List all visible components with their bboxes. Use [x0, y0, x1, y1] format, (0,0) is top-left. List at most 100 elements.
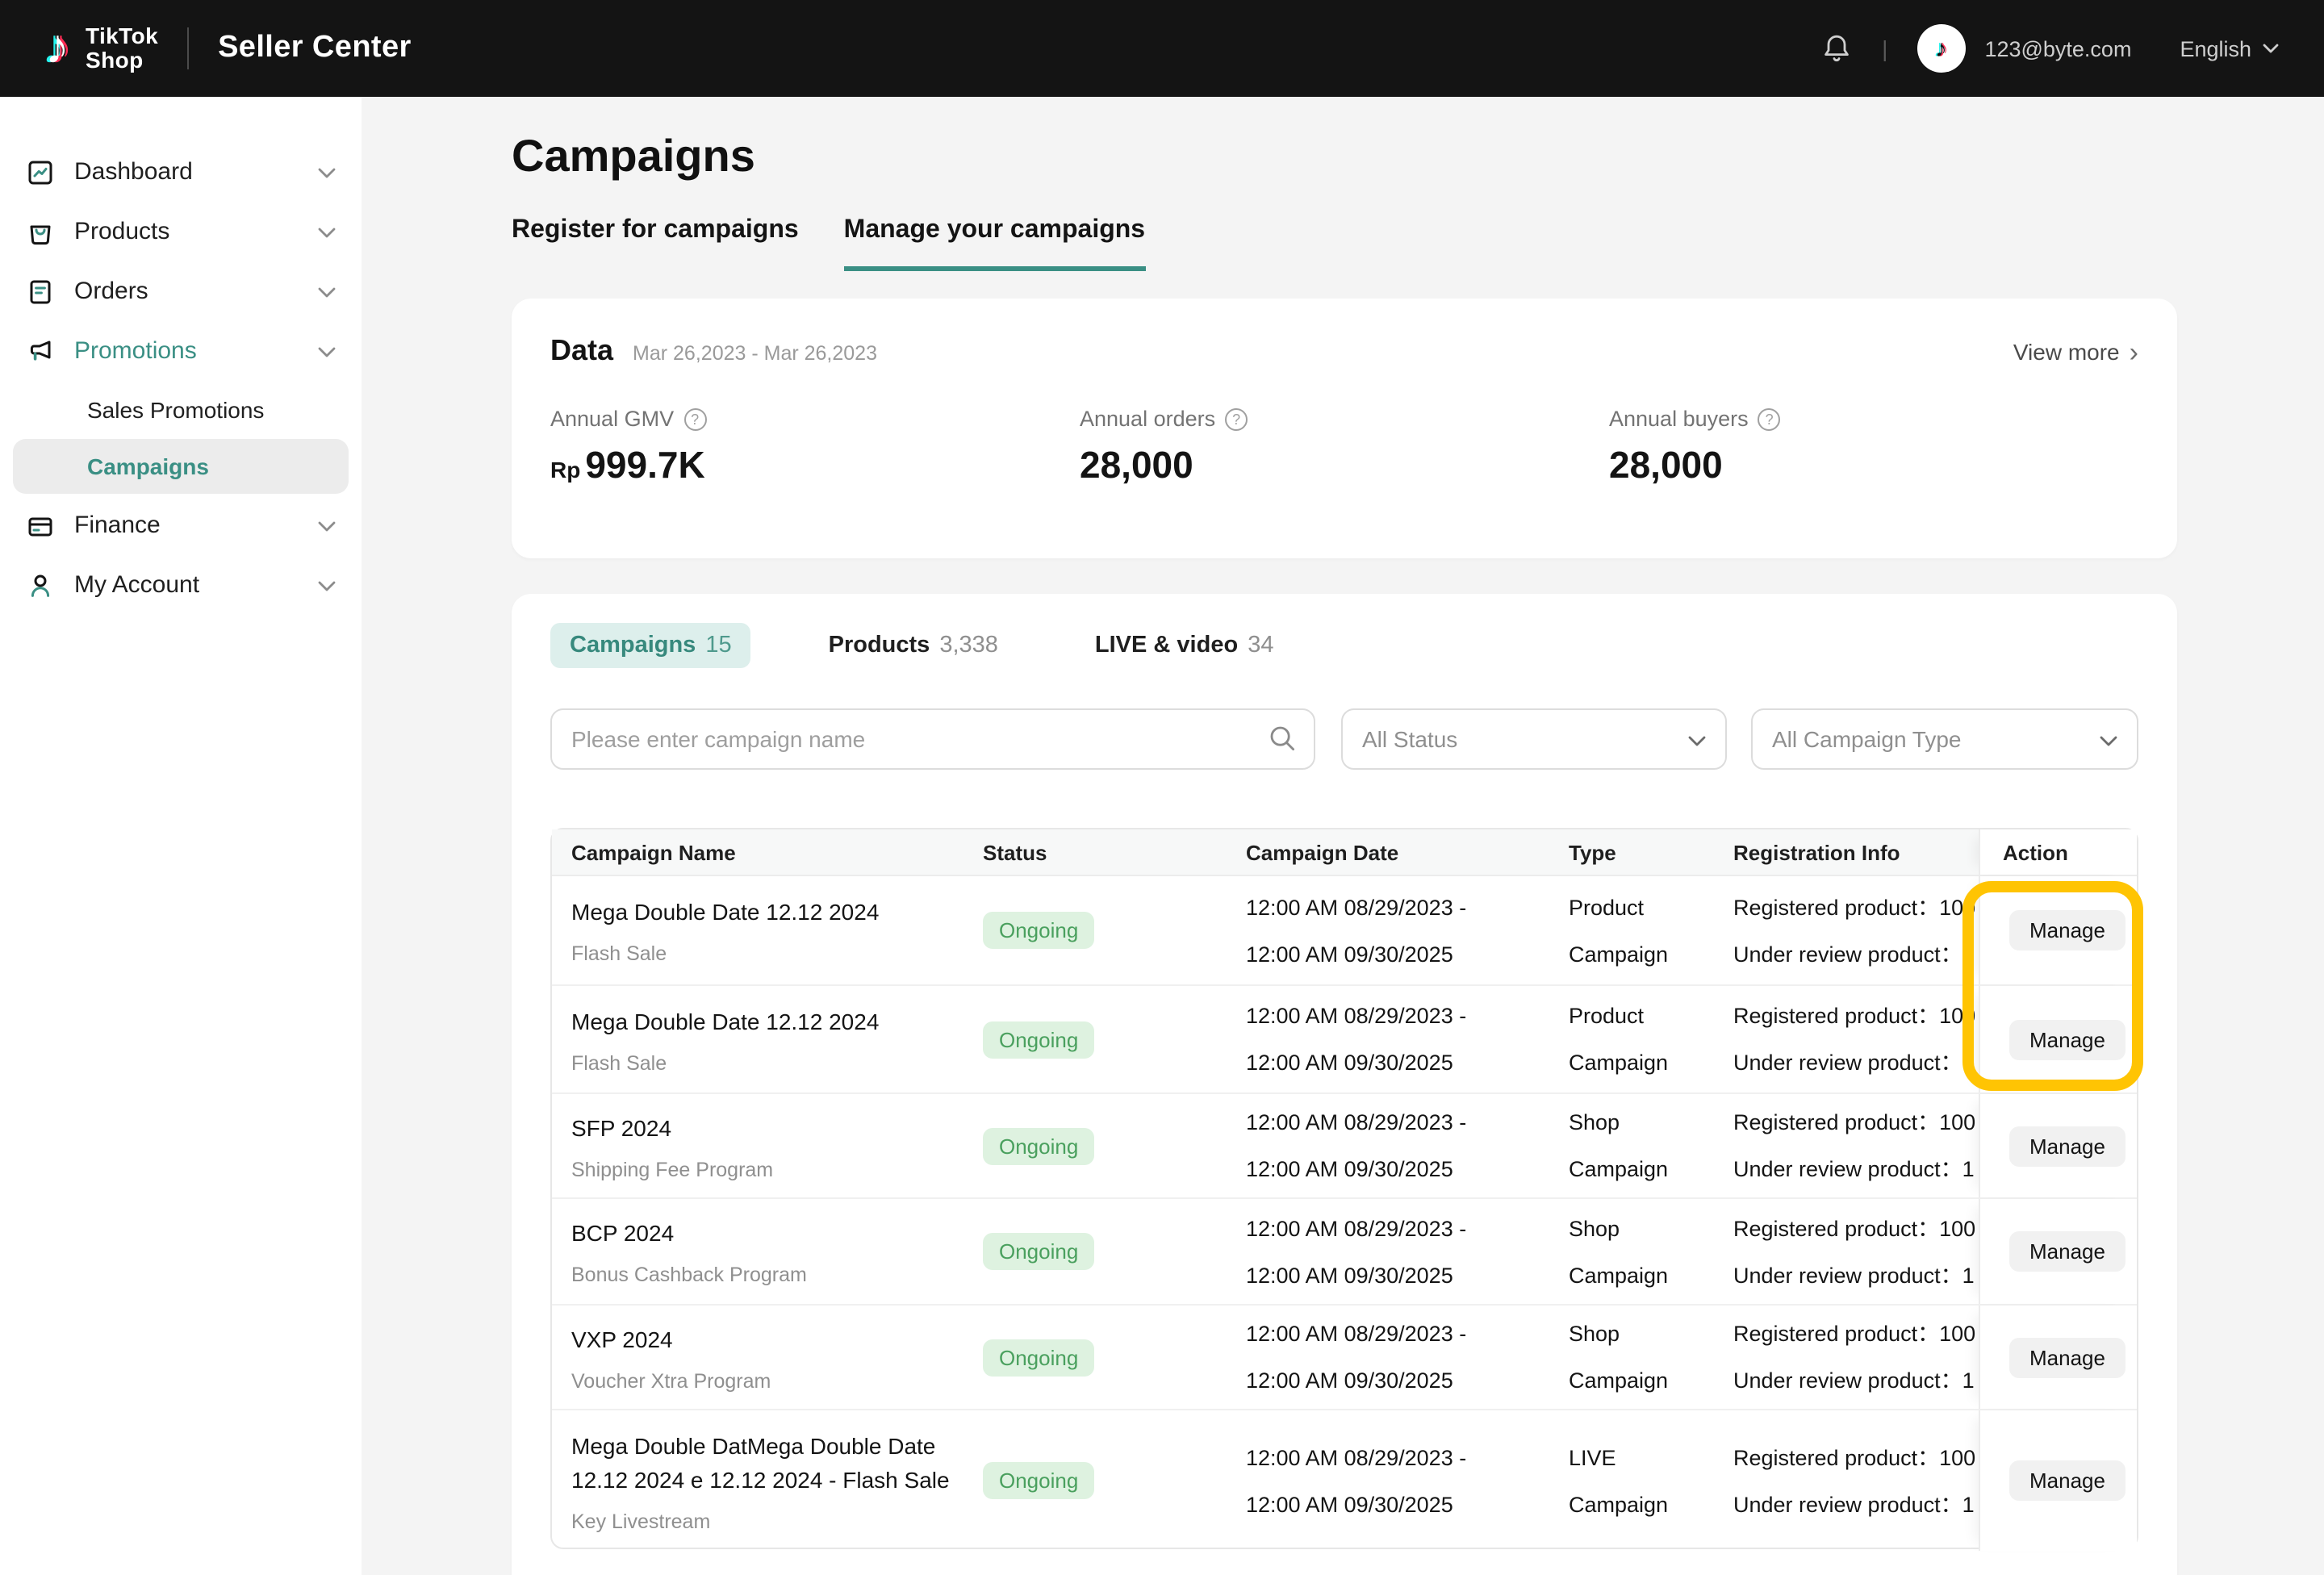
metric-annual-orders: Annual orders ? 28,000: [1080, 407, 1609, 487]
chevron-right-icon: ›: [2129, 336, 2138, 367]
date-cell: 12:00 AM 08/29/2023 -12:00 AM 09/30/2025: [1246, 895, 1467, 966]
sidebar-item-products[interactable]: Products: [0, 202, 362, 261]
language-label: English: [2180, 36, 2251, 61]
type-cell: Shop Campaign: [1569, 1322, 1669, 1393]
sidebar-item-sales-promotions[interactable]: Sales Promotions: [13, 382, 349, 437]
status-badge: Ongoing: [983, 1462, 1095, 1499]
account-avatar[interactable]: ♪: [1916, 24, 1966, 73]
sidebar-item-promotions[interactable]: Promotions: [0, 321, 362, 381]
status-badge: Ongoing: [983, 1127, 1095, 1164]
account-icon: [26, 570, 55, 600]
data-card: Data Mar 26,2023 - Mar 26,2023 View more…: [512, 299, 2177, 558]
notification-bell-icon[interactable]: [1820, 32, 1853, 65]
metric-value: 28,000: [1080, 444, 1193, 486]
help-icon[interactable]: ?: [1225, 407, 1248, 430]
tab-register-for-campaigns[interactable]: Register for campaigns: [512, 216, 799, 244]
manage-button[interactable]: Manage: [2008, 1231, 2126, 1272]
sidebar-item-label: Finance: [74, 512, 161, 539]
type-cell: LIVE Campaign: [1569, 1445, 1669, 1516]
tab-count: 34: [1248, 633, 1274, 658]
col-status: Status: [983, 840, 1047, 864]
status-badge: Ongoing: [983, 1339, 1095, 1376]
manage-button[interactable]: Manage: [2008, 1019, 2126, 1059]
status-cell: Ongoing: [983, 1199, 1095, 1304]
language-selector[interactable]: English: [2180, 36, 2279, 61]
date-cell: 12:00 AM 08/29/2023 -12:00 AM 09/30/2025: [1246, 1322, 1467, 1393]
status-filter-select[interactable]: All Status: [1341, 708, 1727, 770]
sidebar-item-dashboard[interactable]: Dashboard: [0, 142, 362, 202]
metric-label: Annual buyers: [1609, 407, 1749, 431]
tab-live-video[interactable]: LIVE & video 34: [1076, 623, 1294, 668]
dashboard-icon: [26, 157, 55, 186]
tab-manage-your-campaigns[interactable]: Manage your campaigns: [843, 216, 1146, 271]
chevron-down-icon: [318, 277, 336, 306]
chevron-down-icon: [318, 570, 336, 600]
registration-info-cell: Registered product：100 Under review produ…: [1733, 1110, 1976, 1181]
manage-button[interactable]: Manage: [2008, 1337, 2126, 1377]
date-cell: 12:00 AM 08/29/2023 -12:00 AM 09/30/2025: [1246, 1216, 1467, 1287]
type-cell: Product Campaign: [1569, 1004, 1669, 1075]
chevron-down-icon: [2100, 726, 2117, 752]
type-cell: Shop Campaign: [1569, 1110, 1669, 1181]
date-cell: 12:00 AM 08/29/2023 -12:00 AM 09/30/2025: [1246, 1004, 1467, 1075]
chevron-down-icon: [1688, 726, 1706, 752]
help-icon[interactable]: ?: [1758, 407, 1781, 430]
type-cell: Product Campaign: [1569, 895, 1669, 966]
status-cell: Ongoing: [983, 986, 1095, 1092]
search-icon[interactable]: [1269, 725, 1296, 760]
search-input[interactable]: [550, 708, 1315, 770]
campaign-name: Mega Double Date 12.12 2024: [571, 1008, 880, 1034]
campaign-search: [550, 708, 1315, 770]
sidebar: Dashboard Products Orders: [0, 97, 362, 1575]
manage-button[interactable]: Manage: [2008, 1460, 2126, 1501]
action-cell: Manage: [1979, 1094, 2137, 1197]
registration-info-cell: Registered product：100 Under review produ…: [1733, 1445, 1976, 1516]
metric-label: Annual GMV: [550, 407, 675, 431]
campaign-name: Mega Double Date 12.12 2024: [571, 899, 880, 925]
manage-button[interactable]: Manage: [2008, 1126, 2126, 1166]
tab-products[interactable]: Products 3,338: [809, 623, 1018, 668]
campaign-type-filter-select[interactable]: All Campaign Type: [1751, 708, 2138, 770]
status-badge: Ongoing: [983, 1021, 1095, 1058]
chevron-down-icon: [318, 157, 336, 186]
campaign-subtitle: Flash Sale: [571, 942, 667, 965]
promotions-icon: [26, 336, 55, 366]
app-name: Seller Center: [218, 31, 412, 65]
orders-icon: [26, 277, 55, 306]
status-cell: Ongoing: [983, 1306, 1095, 1409]
tiktok-note-icon: ♪: [1934, 35, 1947, 62]
currency-prefix: Rp: [550, 457, 581, 483]
filter-bar: All Status All Campaign Type: [550, 708, 2138, 770]
view-more-link[interactable]: View more ›: [2013, 338, 2138, 366]
sidebar-item-finance[interactable]: Finance: [0, 495, 362, 555]
main-content: Campaigns Register for campaigns Manage …: [512, 97, 2177, 1575]
table-row: VXP 2024 Voucher Xtra Program Ongoing 12…: [552, 1306, 2137, 1410]
tab-count: 15: [705, 633, 732, 658]
registration-info-cell: Registered product：100 Under review produ…: [1733, 1004, 1976, 1075]
sidebar-item-label: Products: [74, 218, 170, 245]
sidebar-item-my-account[interactable]: My Account: [0, 555, 362, 615]
tab-label: LIVE & video: [1094, 633, 1239, 658]
campaign-name-cell: Mega Double Date 12.12 2024 Flash Sale: [571, 986, 975, 1092]
page-title: Campaigns: [512, 131, 755, 181]
help-icon[interactable]: ?: [683, 407, 707, 430]
sidebar-item-campaigns[interactable]: Campaigns: [13, 439, 349, 494]
tab-count: 3,338: [939, 633, 998, 658]
sidebar-item-orders[interactable]: Orders: [0, 261, 362, 321]
col-campaign-name: Campaign Name: [571, 840, 736, 864]
tiktok-note-icon: ♪: [45, 21, 69, 74]
campaign-name: BCP 2024: [571, 1220, 675, 1246]
tiktok-shop-logo[interactable]: ♪ TikTok Shop: [45, 21, 158, 74]
type-filter-value: All Campaign Type: [1772, 726, 1962, 752]
account-email[interactable]: 123@byte.com: [1984, 36, 2132, 61]
tab-campaigns[interactable]: Campaigns 15: [550, 623, 751, 668]
status-cell: Ongoing: [983, 1410, 1095, 1551]
sidebar-item-label: Promotions: [74, 337, 197, 365]
col-registration-info: Registration Info: [1733, 840, 1900, 864]
metric-label: Annual orders: [1080, 407, 1216, 431]
manage-button[interactable]: Manage: [2008, 910, 2126, 950]
sidebar-item-label: Orders: [74, 278, 148, 305]
col-type: Type: [1569, 840, 1616, 864]
campaign-subtitle: Shipping Fee Program: [571, 1158, 774, 1180]
tab-label: Products: [828, 633, 930, 658]
